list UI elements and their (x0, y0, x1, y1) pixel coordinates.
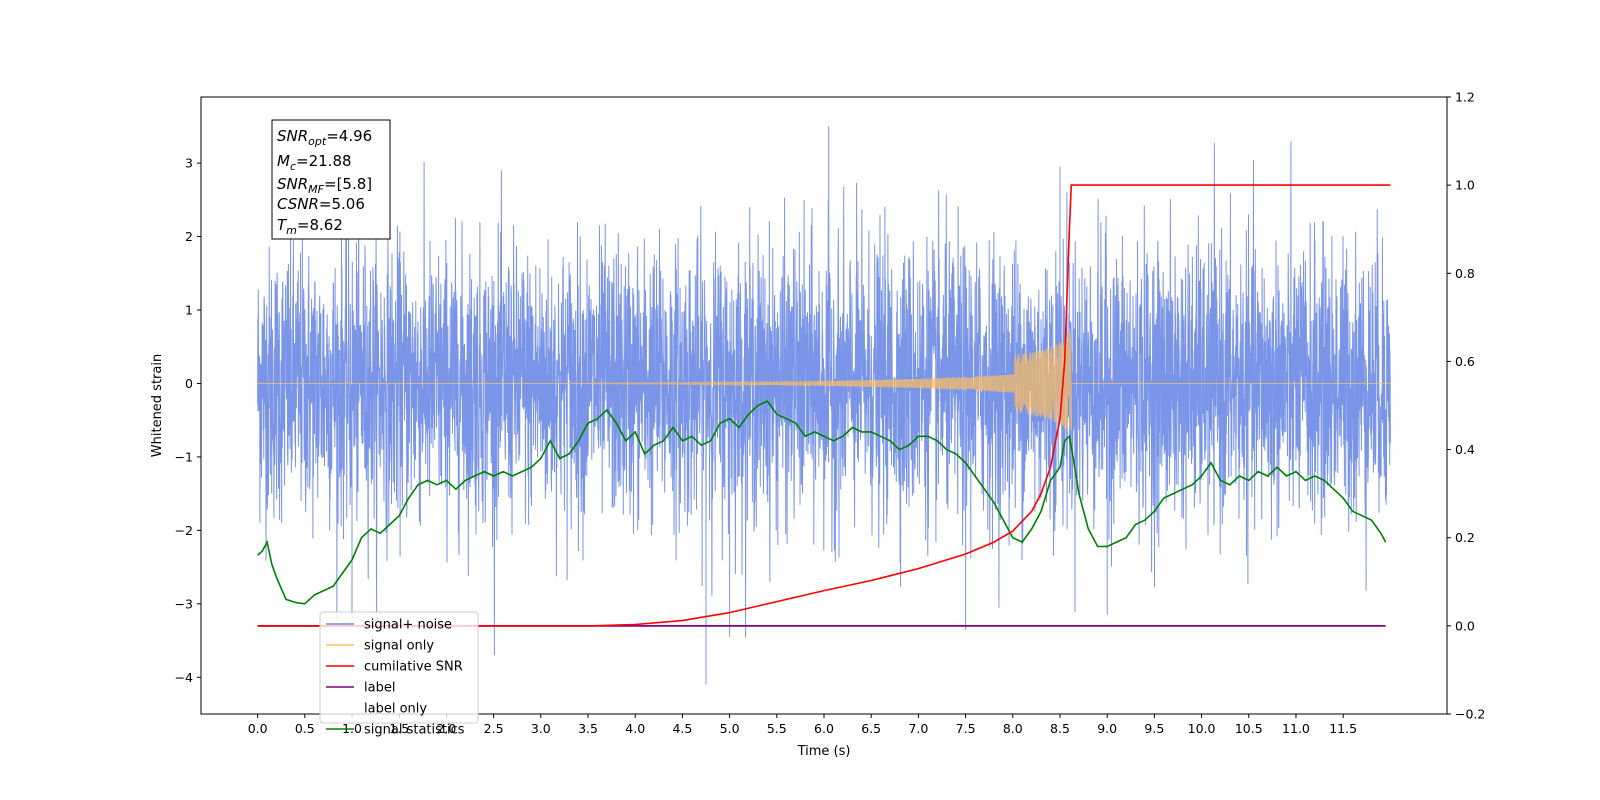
info-box-frame (271, 119, 391, 240)
legend-frame (319, 611, 479, 724)
plot-area (257, 126, 1391, 685)
x-tick-label: 4.5 (672, 721, 692, 736)
x-tick-label: 5.5 (767, 721, 787, 736)
legend-item: signal+ noise (326, 618, 452, 633)
y2-tick-label: 0.6 (1455, 354, 1475, 369)
y2-tick-label: 0.0 (1455, 618, 1475, 633)
info-mc: Mc=21.88 (277, 152, 352, 173)
series-signal-statistics (257, 400, 1387, 605)
x-tick-label: 8.0 (1003, 721, 1023, 736)
info-csnr-symbol: CSNR (277, 195, 319, 213)
y-tick-label: −1 (175, 449, 193, 464)
legend-item: signal statistics (326, 723, 465, 738)
x-tick-label: 11.0 (1282, 721, 1310, 736)
legend-label: label (364, 681, 395, 696)
legend-item: label (326, 681, 395, 696)
legend-label: signal statistics (364, 723, 465, 738)
x-tick-label: 11.5 (1329, 721, 1357, 736)
x-tick-label: 10.5 (1235, 721, 1263, 736)
x-tick-label: 0.0 (248, 721, 268, 736)
y2-tick-label: −0.2 (1455, 707, 1485, 722)
x-tick-label: 4.0 (625, 721, 645, 736)
info-tm: Tm=8.62 (277, 216, 343, 237)
x-tick-label: 9.0 (1097, 721, 1117, 736)
axes: 0.0 0.5 1.0 1.5 2.0 2.5 3.0 3.5 4.0 4.5 5.0 5.5 6.0 6… (175, 90, 1486, 737)
info-snr-opt: SNRopt=4.96 (277, 127, 372, 148)
y-axis-label: Whitened strain (150, 354, 165, 457)
x-tick-label: 1.5 (389, 721, 409, 736)
info-snr-mf-sub: MF (308, 183, 324, 196)
legend-item: cumilative SNR (326, 660, 463, 675)
info-snr-mf: SNRMF=[5.8] (277, 175, 372, 196)
info-snr-opt-value: =4.96 (326, 127, 372, 145)
y2-tick-label: 0.4 (1455, 442, 1475, 457)
y2-tick-label: 0.2 (1455, 530, 1475, 545)
legend-label: signal+ noise (364, 618, 452, 633)
axes-frame (200, 96, 1448, 715)
info-tm-sub: m (286, 224, 297, 237)
info-csnr: CSNR=5.06 (277, 195, 365, 213)
x-tick-label: 5.0 (720, 721, 740, 736)
series-signal-noise (257, 126, 1391, 685)
info-snr-mf-symbol: SNR (277, 175, 308, 193)
info-snr-opt-sub: opt (308, 135, 327, 148)
legend-item: signal only (326, 639, 434, 654)
legend-label: signal only (364, 639, 434, 654)
y2-tick-label: 1.0 (1455, 178, 1475, 193)
x-tick-label: 6.0 (814, 721, 834, 736)
x-tick-label: 0.5 (295, 721, 315, 736)
info-snr-mf-value: =[5.8] (324, 175, 372, 193)
y-tick-label: 3 (185, 156, 193, 171)
x-axis-label: Time (s) (797, 744, 851, 759)
y-tick-label: 0 (185, 376, 193, 391)
x-tick-label: 7.5 (956, 721, 976, 736)
x-tick-label: 2.0 (436, 721, 456, 736)
legend-label: label only (364, 702, 427, 717)
legend: signal+ noise signal only cumilative SNR la… (319, 611, 479, 738)
info-tm-symbol: T (277, 216, 288, 234)
info-tm-value: =8.62 (297, 216, 343, 234)
info-mc-sub: c (290, 160, 296, 173)
x-tick-label: 7.0 (908, 721, 928, 736)
x-tick-label: 3.0 (531, 721, 551, 736)
series-signal-only (257, 328, 1391, 432)
info-mc-symbol: M (277, 152, 290, 170)
x-tick-label: 3.5 (578, 721, 598, 736)
series-cumulative-snr (257, 184, 1391, 627)
info-mc-value: =21.88 (296, 152, 352, 170)
y-tick-label: −2 (175, 523, 193, 538)
y2-tick-label: 1.2 (1455, 90, 1475, 105)
legend-label: cumilative SNR (364, 660, 463, 675)
info-snr-opt-symbol: SNR (277, 127, 308, 145)
info-csnr-value: =5.06 (319, 195, 365, 213)
info-box: SNRopt=4.96 Mc=21.88 SNRMF=[5.8] CSNR=5.… (271, 119, 391, 240)
x-tick-label: 10.0 (1188, 721, 1216, 736)
legend-item: label only (364, 702, 427, 717)
y-tick-label: 1 (185, 303, 193, 318)
y-tick-label: −4 (175, 670, 193, 685)
x-tick-label: 2.5 (484, 721, 504, 736)
x-tick-label: 8.5 (1050, 721, 1070, 736)
y-tick-label: −3 (175, 596, 193, 611)
y-tick-label: 2 (185, 229, 193, 244)
y2-tick-label: 0.8 (1455, 266, 1475, 281)
x-tick-label: 6.5 (861, 721, 881, 736)
x-tick-label: 9.5 (1144, 721, 1164, 736)
